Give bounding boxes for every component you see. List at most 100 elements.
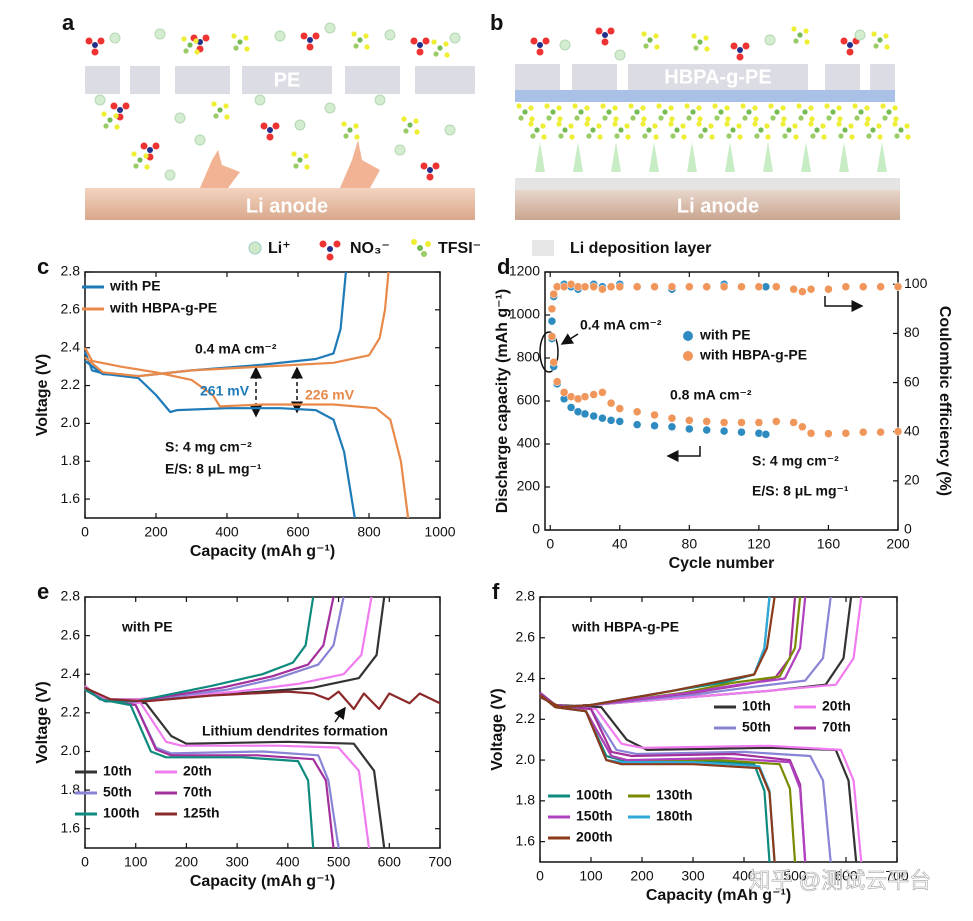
panel-label: b: [490, 10, 503, 35]
x-tick-label: 400: [732, 868, 756, 884]
deposition-layer: [515, 178, 900, 190]
tfsi: [871, 31, 877, 37]
no3: [536, 48, 544, 56]
legend-marker: [683, 331, 693, 341]
li-flux: [839, 142, 849, 172]
tfsi: [821, 134, 827, 140]
point: [719, 418, 729, 427]
annotation: 0.4 mA cm⁻²: [580, 317, 662, 333]
annotation: Lithium dendrites formation: [202, 723, 388, 739]
tfsi: [866, 133, 872, 139]
no3: [92, 42, 98, 48]
no3: [312, 32, 320, 40]
decor: [85, 22, 911, 181]
li-ion: [164, 169, 176, 181]
tfsi: [516, 103, 522, 109]
point: [632, 420, 642, 429]
tfsi: [518, 115, 524, 121]
point: [580, 409, 590, 419]
tfsi: [765, 134, 771, 140]
no3: [410, 37, 418, 45]
y-tick-label: 2.4: [61, 338, 81, 354]
y-tick-label: 2.0: [516, 751, 536, 767]
tfsi: [808, 105, 814, 111]
li-ion: [374, 94, 386, 106]
tfsi: [540, 123, 546, 129]
tfsi: [873, 43, 879, 49]
tfsi: [444, 52, 450, 58]
tfsi: [684, 103, 690, 109]
y-axis-title: Voltage (V): [489, 688, 506, 770]
no3: [602, 32, 608, 38]
x-tick-label: 700: [428, 854, 452, 870]
tfsi: [782, 133, 788, 139]
li-ion: [294, 119, 306, 131]
point: [580, 282, 590, 291]
annotation: S: 4 mg cm⁻²: [165, 439, 252, 455]
x-tick-label: 1000: [424, 524, 455, 540]
y-tick-label: 2.6: [61, 626, 81, 642]
no3: [537, 42, 543, 48]
tfsi: [852, 103, 858, 109]
tfsi: [669, 116, 675, 122]
tfsi: [810, 133, 816, 139]
point: [685, 424, 694, 434]
no3: [307, 37, 313, 43]
tfsi: [303, 153, 309, 159]
y-tick-label: 2.2: [61, 704, 81, 720]
membrane-b: [515, 64, 895, 90]
legend-label: 10th: [103, 763, 132, 779]
tfsi: [736, 123, 742, 129]
tfsi: [213, 113, 219, 119]
membrane-label: PE: [274, 69, 301, 91]
li-flux: [611, 142, 621, 172]
tfsi: [882, 115, 888, 121]
tfsi: [584, 105, 590, 111]
tfsi: [674, 127, 680, 133]
tfsi: [602, 115, 608, 121]
x-tick-label: 0: [536, 868, 544, 884]
point: [667, 413, 677, 423]
tfsi: [144, 164, 150, 170]
x-tick-label: 600: [378, 854, 402, 870]
li-ion: [174, 112, 186, 124]
point: [606, 282, 616, 291]
no3: [85, 37, 93, 45]
tfsi: [363, 33, 369, 39]
anode-label: Li anode: [246, 195, 328, 217]
tfsi: [641, 31, 647, 37]
y-tick-label: 2.6: [516, 628, 536, 644]
tfsi: [656, 103, 662, 109]
point: [547, 332, 557, 341]
tfsi: [634, 109, 640, 115]
no3: [202, 34, 210, 42]
tfsi: [614, 133, 620, 139]
li-ion: [854, 29, 866, 41]
point: [789, 418, 798, 427]
tfsi: [244, 46, 250, 52]
legend-label: with PE: [699, 327, 751, 343]
tfsi: [231, 33, 237, 39]
li-ion: [274, 30, 286, 42]
legend-label: 20th: [183, 763, 212, 779]
tfsi: [628, 103, 634, 109]
legend-label: 70th: [183, 784, 212, 800]
tfsi: [809, 116, 815, 122]
tfsi: [647, 37, 653, 43]
li-flux: [801, 142, 811, 172]
point: [737, 282, 746, 291]
annotation: 261 mV: [200, 383, 250, 399]
tfsi: [781, 116, 787, 122]
tfsi: [877, 37, 883, 43]
tfsi: [612, 121, 618, 127]
no3: [110, 102, 118, 110]
legend-label: 10th: [742, 698, 771, 714]
tfsi: [624, 123, 630, 129]
tfsi: [804, 39, 810, 45]
tfsi: [646, 127, 652, 133]
tfsi: [143, 153, 149, 159]
legend-label: 50th: [742, 719, 771, 735]
tfsi: [585, 116, 591, 122]
tfsi: [606, 109, 612, 115]
x-tick-label: 500: [327, 854, 351, 870]
